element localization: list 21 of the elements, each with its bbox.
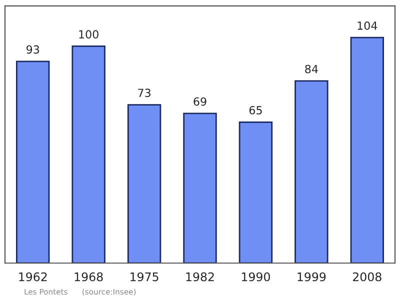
x-tick-label: 1962 xyxy=(19,272,47,282)
data-label: 65 xyxy=(249,106,262,114)
bar xyxy=(127,104,162,264)
data-label: 104 xyxy=(358,21,378,30)
x-tick-label: 1975 xyxy=(130,272,158,282)
x-tick-label: 1999 xyxy=(298,272,326,282)
bar xyxy=(72,46,106,264)
x-tick-label: 1990 xyxy=(242,272,270,282)
bar xyxy=(16,60,50,264)
bar xyxy=(238,121,273,264)
bar xyxy=(183,112,217,264)
data-label: 69 xyxy=(194,97,206,106)
data-label: 73 xyxy=(138,88,150,98)
bar xyxy=(350,36,384,264)
data-label: 84 xyxy=(305,64,318,74)
data-label: 93 xyxy=(26,45,40,54)
x-tick-label: 1982 xyxy=(186,272,214,282)
x-tick-label: 2008 xyxy=(352,272,382,282)
data-label: 100 xyxy=(79,30,98,39)
x-tick-label: 1968 xyxy=(74,272,103,282)
bar xyxy=(294,80,328,264)
